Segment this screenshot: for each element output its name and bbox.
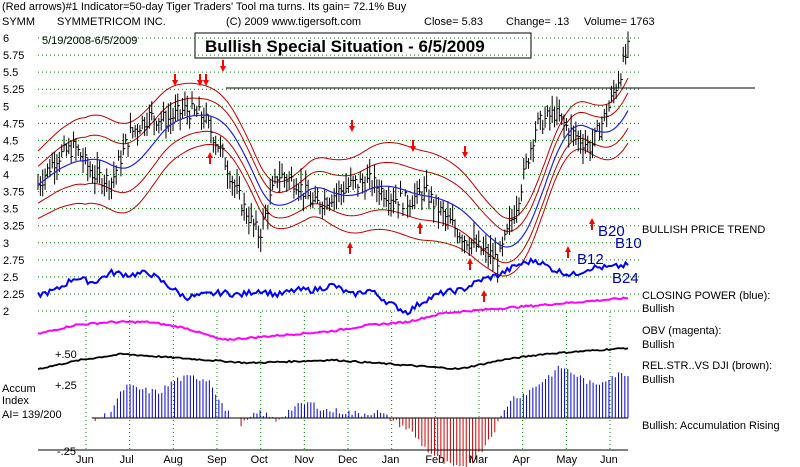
accumulation-histogram [91,365,629,467]
accum-tick-plus50: +.50 [55,349,77,361]
x-tick-label: Apr [513,454,530,466]
x-tick-label: Feb [425,454,444,466]
y-tick-label: 2 [3,306,9,318]
signal-arrow [197,74,203,86]
y-tick-label: 2.25 [3,289,24,301]
close-value: Close= 5.83 [424,16,483,28]
x-tick-label: Jul [120,454,134,466]
x-tick-label: Aug [163,454,183,466]
signal-arrow [220,60,226,72]
x-tick-label: Mar [469,454,488,466]
annotation-b20: B20 [598,223,625,240]
change-value: Change= .13 [506,16,569,28]
label-closing-power: CLOSING POWER (blue): [642,290,770,302]
signal-arrow [172,74,178,86]
header-line1: (Red arrows)#1 Indicator=50-day Tiger Tr… [2,1,407,13]
label-price-trend: BULLISH PRICE TREND [642,224,765,236]
signal-arrow [467,258,473,270]
accum-label-2: Index [2,395,29,407]
accum-tick-plus25: +.25 [55,380,77,392]
y-tick-label: 3 [3,238,9,250]
y-tick-label: 4 [3,170,9,182]
x-tick-label: Jan [382,454,400,466]
date-range: 5/19/2008-6/5/2009 [42,35,137,47]
y-tick-label: 4.5 [3,135,18,147]
price-axis: 6 5.75 5.5 5.25 5 4.75 4.5 4.25 4 3.75 3.5 3.25 3 2.7… [3,33,24,318]
signal-arrow [565,246,571,258]
band-line [37,142,629,277]
month-axis: Jun Jul Aug Sep Oct Nov Dec Jan Feb Mar Apr May Jun [38,449,628,466]
closing-power-line [37,256,629,316]
y-tick-label: 5.75 [3,50,24,62]
label-obv: OBV (magenta): [642,325,721,337]
source-label: (C) 2009 www.tigersoft.com [226,16,361,28]
y-tick-label: 3.75 [3,187,24,199]
y-tick-label: 6 [3,33,9,45]
accum-label-3: AI= 139/200 [2,409,62,421]
signal-arrow [481,290,487,302]
x-tick-label: Nov [294,454,314,466]
signal-arrow [462,146,468,158]
signal-arrow [417,222,423,234]
label-obv-status: Bullish [642,339,674,351]
band-line [37,92,629,232]
ma-line [37,110,629,248]
signal-arrow [410,140,416,152]
volume-value: Volume= 1763 [584,16,655,28]
obv-path [37,296,628,342]
annotation-b12: B12 [577,251,604,268]
label-rel-str: REL.STR..VS DJI (brown): [642,360,772,372]
signal-arrow [347,242,353,254]
signal-arrows [172,60,595,302]
y-tick-label: 5 [3,101,9,113]
obv-line [37,296,629,371]
y-tick-label: 5.5 [3,67,18,79]
label-closing-power-status: Bullish [642,303,674,315]
y-tick-label: 4.75 [3,118,24,130]
band-line [37,77,629,220]
label-rel-str-status: Bullish [642,374,674,386]
x-tick-label: Dec [338,454,358,466]
x-tick-label: Sep [207,454,227,466]
annotation-b10: B10 [615,235,642,252]
x-tick-label: Jun [76,454,94,466]
y-tick-label: 2.5 [3,272,18,284]
signal-arrow [207,152,213,164]
accum-label-1: Accum [2,383,36,395]
y-tick-label: 2.75 [3,255,24,267]
title-text: Bullish Special Situation - 6/5/2009 [205,37,485,56]
signal-arrow [349,120,355,132]
company-name: SYMMETRICOM INC. [57,16,166,28]
title-box [194,32,532,59]
y-tick-label: 4.25 [3,152,24,164]
grid-lines [38,37,640,450]
moving-average [37,110,629,248]
annotation-b24: B24 [612,270,639,287]
price-bars [37,31,630,283]
band-line [37,128,629,264]
relative-strength-path [37,347,629,371]
x-tick-label: May [556,454,577,466]
ticker-label: SYMM [2,16,35,28]
accum-tick-minus25: -.25 [57,446,76,458]
x-tick-label: Oct [251,454,268,466]
y-tick-label: 3.25 [3,221,24,233]
y-tick-label: 3.5 [3,204,18,216]
y-tick-label: 5.25 [3,84,24,96]
signal-arrow [589,218,595,230]
bollinger-bands [37,77,629,277]
label-accum-status: Bullish: Accumulation Rising [642,420,780,432]
closing-power-path [37,256,629,316]
signal-arrow [203,74,209,86]
x-tick-label: Jun [600,454,618,466]
